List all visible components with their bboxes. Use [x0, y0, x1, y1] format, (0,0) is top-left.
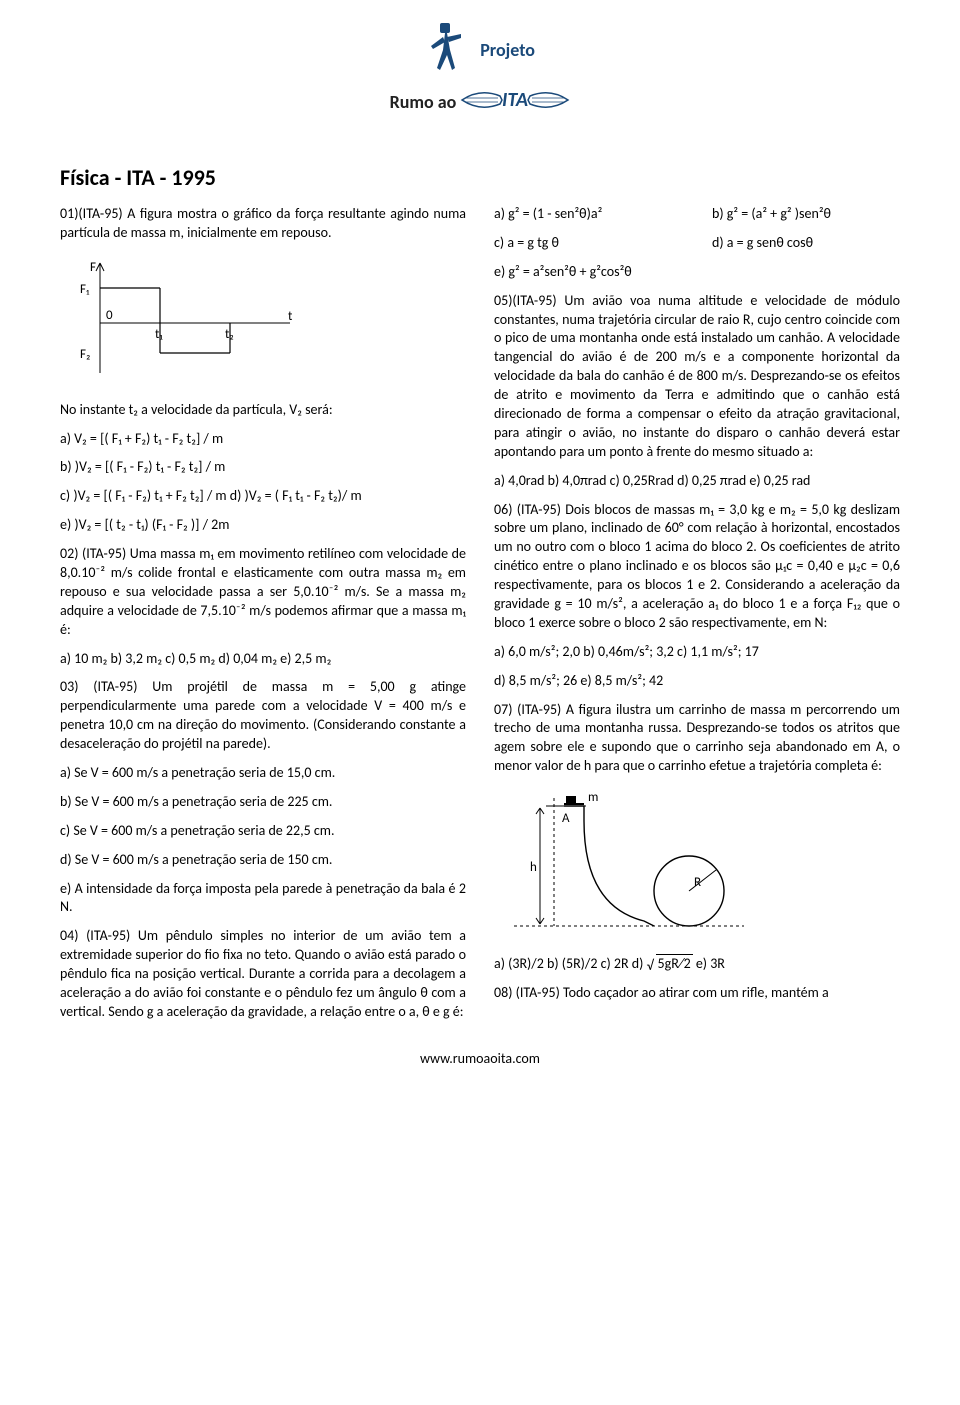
q4-row2: c) a = g tg θ d) a = g senθ cosθ: [494, 234, 900, 253]
q5-opts: a) 4,0rad b) 4,0πrad c) 0,25Rrad d) 0,25…: [494, 472, 900, 491]
q7: 07) (ITA-95) A figura ilustra um carrinh…: [494, 701, 900, 777]
footer-url: www.rumoaoita.com: [60, 1050, 900, 1067]
q1-a: a) V₂ = [( F₁ + F₂) t₁ - F₂ t₂] / m: [60, 430, 466, 449]
svg-text:A: A: [562, 811, 570, 826]
q3-d: d) Se V = 600 m/s a penetração seria de …: [60, 851, 466, 870]
q7-sqrt: 5gR: [658, 955, 679, 972]
logo-line2a: Rumo ao: [390, 91, 461, 113]
svg-text:F₁: F₁: [80, 282, 90, 297]
q1-e: e) )V₂ = [( t₂ - t₁) (F₁ - F₂ )] / 2m: [60, 516, 466, 535]
q7-div: 2: [684, 955, 691, 972]
q4-a: a) g² = (1 - sen²θ)a²: [494, 205, 682, 224]
svg-text:R: R: [694, 875, 701, 890]
q3: 03) (ITA-95) Um projétil de massa m = 5,…: [60, 678, 466, 754]
left-column: 01)(ITA-95) A figura mostra o gráfico da…: [60, 205, 466, 1032]
q3-e: e) A intensidade da força imposta pela p…: [60, 880, 466, 918]
q8: 08) (ITA-95) Todo caçador ao atirar com …: [494, 984, 900, 1003]
wings-icon: ITA: [460, 84, 570, 116]
q5: 05)(ITA-95) Um avião voa numa altitude e…: [494, 292, 900, 462]
q6-a: a) 6,0 m/s²; 2,0 b) 0,46m/s²; 3,2 c) 1,1…: [494, 643, 900, 662]
q1-b: b) )V₂ = [( F₁ - F₂) t₁ - F₂ t₂] / m: [60, 458, 466, 477]
q3-c: c) Se V = 600 m/s a penetração seria de …: [60, 822, 466, 841]
q3-a: a) Se V = 600 m/s a penetração seria de …: [60, 764, 466, 783]
radical-icon: √: [647, 957, 654, 974]
q7-opts: a) (3R)/2 b) (5R)/2 c) 2R d) √5gR⁄2 e) 3…: [494, 954, 900, 974]
q7-opts-pre: a) (3R)/2 b) (5R)/2 c) 2R d): [494, 955, 647, 972]
svg-text:t₂: t₂: [225, 327, 234, 342]
svg-text:t: t: [288, 309, 293, 324]
svg-text:h: h: [530, 860, 537, 875]
logo: Projeto Rumo ao ITA: [390, 20, 571, 114]
svg-text:0: 0: [106, 308, 113, 323]
q1-diagram: F t F₁ F₂ 0 t₁ t₂: [60, 253, 466, 389]
q1-intro: 01)(ITA-95) A figura mostra o gráfico da…: [60, 205, 466, 243]
q4-d: d) a = g senθ cosθ: [712, 234, 900, 253]
q1-lead: No instante t₂ a velocidade da partícula…: [60, 401, 466, 420]
q7-diagram: m A h R: [494, 786, 900, 942]
q6: 06) (ITA-95) Dois blocos de massas m₁ = …: [494, 501, 900, 633]
q2: 02) (ITA-95) Uma massa m₁ em movimento r…: [60, 545, 466, 639]
svg-text:F₂: F₂: [80, 347, 90, 362]
runner-icon: [425, 20, 477, 82]
q4-b: b) g² = (a² + g² )sen²θ: [712, 205, 900, 224]
svg-text:t₁: t₁: [155, 327, 163, 342]
q4: 04) (ITA-95) Um pêndulo simples no inter…: [60, 927, 466, 1021]
q7-opts-post: e) 3R: [693, 955, 725, 972]
page-title: Física - ITA - 1995: [60, 164, 900, 191]
q6-d: d) 8,5 m/s²; 26 e) 8,5 m/s²; 42: [494, 672, 900, 691]
q4-c: c) a = g tg θ: [494, 234, 682, 253]
two-column-layout: 01)(ITA-95) A figura mostra o gráfico da…: [60, 205, 900, 1032]
logo-line1: Projeto: [480, 39, 535, 61]
q3-b: b) Se V = 600 m/s a penetração seria de …: [60, 793, 466, 812]
q1-c: c) )V₂ = [( F₁ - F₂) t₁ + F₂ t₂] / m d) …: [60, 487, 466, 506]
q4-e: e) g² = a²sen²θ + g²cos²θ: [494, 263, 900, 282]
svg-text:ITA: ITA: [502, 88, 528, 112]
right-column: a) g² = (1 - sen²θ)a² b) g² = (a² + g² )…: [494, 205, 900, 1032]
svg-text:F: F: [90, 260, 96, 275]
q2-opts: a) 10 m₂ b) 3,2 m₂ c) 0,5 m₂ d) 0,04 m₂ …: [60, 650, 466, 669]
logo-text: Projeto Rumo ao ITA: [390, 39, 571, 113]
logo-header: Projeto Rumo ao ITA: [60, 20, 900, 114]
svg-text:m: m: [588, 790, 598, 805]
q4-row1: a) g² = (1 - sen²θ)a² b) g² = (a² + g² )…: [494, 205, 900, 224]
